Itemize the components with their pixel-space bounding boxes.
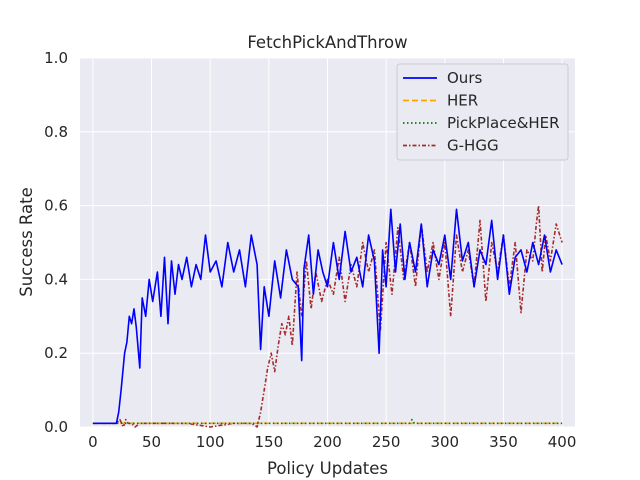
y-tick-label: 1.0 <box>44 49 68 67</box>
x-tick-label: 250 <box>372 433 401 451</box>
series-layer <box>92 204 563 428</box>
chart-title: FetchPickAndThrow <box>247 33 407 52</box>
y-tick-label: 0.2 <box>44 344 68 362</box>
x-tick-label: 100 <box>196 433 225 451</box>
series-line-pickplace-her <box>92 418 563 425</box>
ticks: 0 50 100 150 200 250 300 350 400 0.0 0.2 0.4 0.6 0.8 1… <box>44 49 576 451</box>
legend-label: HER <box>447 92 478 110</box>
legend-box <box>396 63 569 161</box>
legend-label: G-HGG <box>447 137 499 155</box>
y-tick-label: 0.6 <box>44 197 68 215</box>
y-tick-label: 0.4 <box>44 270 68 288</box>
x-tick-label: 200 <box>313 433 342 451</box>
y-tick-label: 0.8 <box>44 123 68 141</box>
x-tick-label: 50 <box>142 433 161 451</box>
x-tick-label: 400 <box>548 433 577 451</box>
y-axis-label: Success Rate <box>17 187 36 297</box>
series-line-ours <box>92 208 563 425</box>
legend-label: PickPlace&HER <box>447 114 560 132</box>
x-tick-label: 350 <box>489 433 518 451</box>
x-tick-label: 0 <box>88 433 98 451</box>
legend: Ours HER PickPlace&HER G-HGG <box>396 63 569 161</box>
legend-label: Ours <box>447 69 482 87</box>
y-tick-label: 0.0 <box>44 418 68 436</box>
x-tick-label: 150 <box>255 433 284 451</box>
series-line-g-hgg <box>92 204 563 428</box>
x-tick-label: 300 <box>430 433 459 451</box>
x-axis-label: Policy Updates <box>267 459 388 478</box>
